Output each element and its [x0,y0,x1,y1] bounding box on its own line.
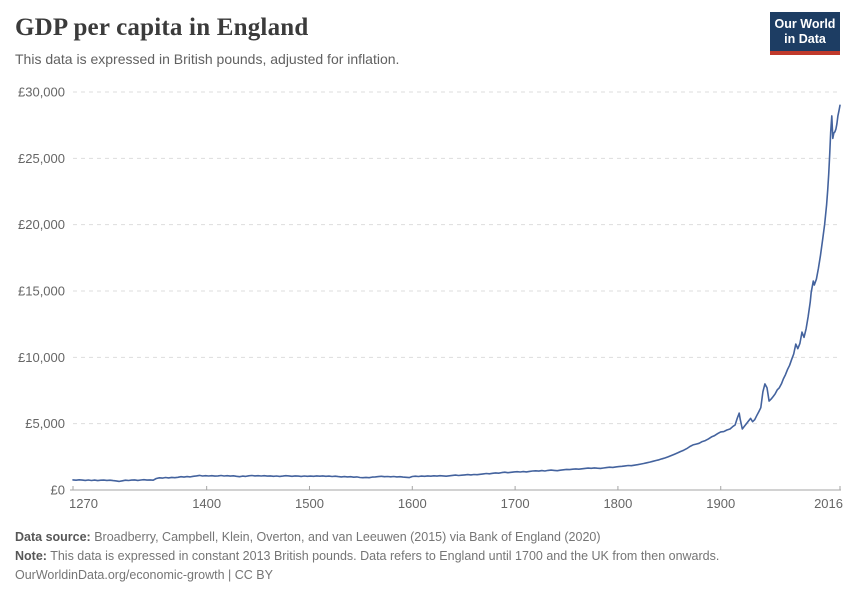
owid-logo[interactable]: Our World in Data [770,12,840,55]
x-axis-tick-label: 1800 [603,496,632,511]
note-text: This data is expressed in constant 2013 … [46,549,720,563]
y-axis-tick-label: £25,000 [18,151,65,166]
page-title: GDP per capita in England [15,14,309,41]
x-axis-tick-label: 1900 [706,496,735,511]
data-source-line: Data source: Broadberry, Campbell, Klein… [15,528,835,547]
x-axis-tick-label: 1400 [192,496,221,511]
x-axis-tick-label: 2016 [814,496,843,511]
y-axis-tick-label: £15,000 [18,284,65,299]
data-source-text: Broadberry, Campbell, Klein, Overton, an… [90,530,601,544]
owid-url-link[interactable]: OurWorldinData.org/economic-growth | CC … [15,568,273,582]
note-line: Note: This data is expressed in constant… [15,547,835,566]
note-label: Note: [15,549,47,563]
data-source-label: Data source: [15,530,91,544]
gdp-line-series[interactable] [72,104,841,483]
owid-logo-line2: in Data [784,32,826,46]
y-axis-tick-label: £30,000 [18,85,65,100]
y-axis-tick-label: £10,000 [18,350,65,365]
owid-logo-text: Our World in Data [770,12,840,51]
y-axis-tick-label: £5,000 [25,416,65,431]
x-axis-tick-label: 1500 [295,496,324,511]
chart-footer: Data source: Broadberry, Campbell, Klein… [15,528,835,585]
x-axis-tick-label: 1700 [501,496,530,511]
owid-logo-line1: Our World [774,17,836,31]
x-axis-tick-label: 1270 [69,496,98,511]
owid-logo-red-bar [770,51,840,55]
x-axis-tick-label: 1600 [398,496,427,511]
chart-subtitle: This data is expressed in British pounds… [15,51,400,67]
y-axis-tick-label: £0 [51,483,65,498]
y-axis-tick-label: £20,000 [18,217,65,232]
